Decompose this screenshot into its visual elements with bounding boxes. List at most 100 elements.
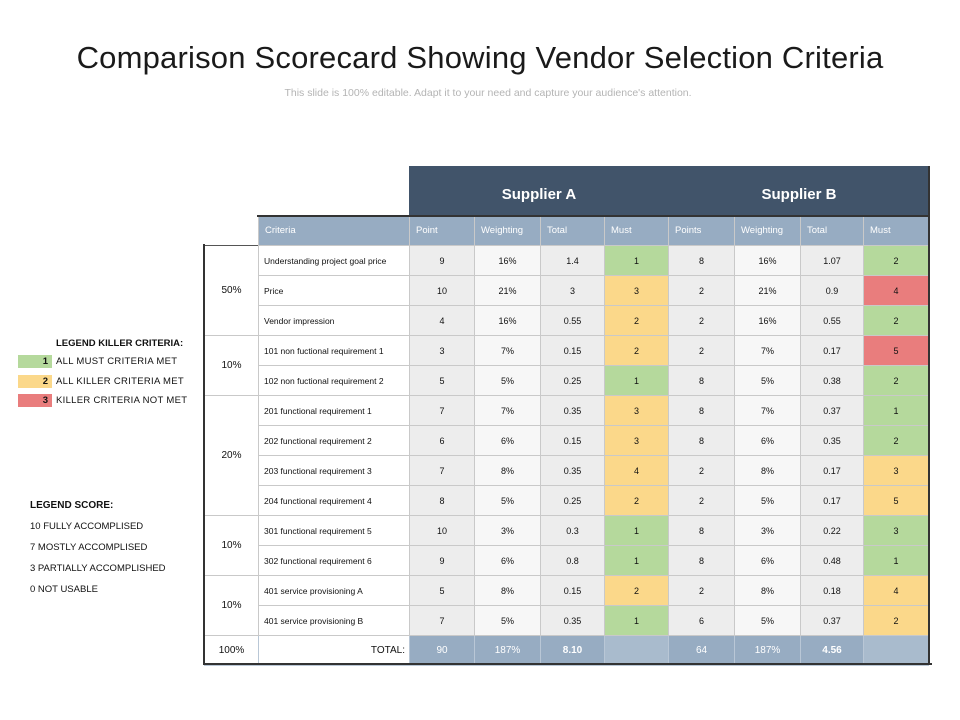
b-points-cell: 6 — [668, 605, 735, 636]
b-weighting-cell: 6% — [734, 425, 801, 456]
a-total-cell: 0.25 — [540, 485, 605, 516]
criteria-cell: 301 functional requirement 5 — [258, 515, 410, 546]
col-a-must: Must — [604, 215, 669, 246]
b-weighting-cell: 6% — [734, 545, 801, 576]
col-b-total: Total — [800, 215, 864, 246]
group-weight: 50% — [204, 245, 259, 336]
a-weighting-cell: 6% — [474, 545, 541, 576]
total-a-2: 8.10 — [540, 635, 605, 666]
total-b-0: 64 — [668, 635, 735, 666]
b-must-cell: 4 — [863, 275, 929, 306]
b-total-cell: 0.48 — [800, 545, 864, 576]
total-a-0: 90 — [409, 635, 475, 666]
page-subtitle: This slide is 100% editable. Adapt it to… — [284, 87, 692, 99]
b-must-cell: 2 — [863, 425, 929, 456]
page-title: Comparison Scorecard Showing Vendor Sele… — [76, 40, 884, 75]
table-row: Vendor impression 4 16% 0.55 2 2 16% 0.55 2 — [205, 305, 929, 336]
b-weighting-cell: 5% — [734, 365, 801, 396]
b-weighting-cell: 16% — [734, 245, 801, 276]
a-point-cell: 4 — [409, 305, 475, 336]
col-a-weighting: Weighting — [474, 215, 541, 246]
a-total-cell: 0.55 — [540, 305, 605, 336]
b-must-cell: 5 — [863, 335, 929, 366]
table-row: 302 functional requirement 6 9 6% 0.8 1 8 6% 0.… — [205, 545, 929, 576]
table-row: 10% 301 functional requirement 5 10 3% 0.3 1 8… — [204, 515, 929, 576]
a-must-cell: 2 — [604, 485, 669, 516]
a-must-cell: 1 — [604, 245, 669, 276]
a-point-cell: 9 — [409, 545, 475, 576]
b-weighting-cell: 3% — [734, 515, 801, 546]
a-must-cell: 3 — [604, 425, 669, 456]
a-point-cell: 7 — [409, 455, 475, 486]
a-point-cell: 10 — [409, 275, 475, 306]
a-point-cell: 8 — [409, 485, 475, 516]
a-weighting-cell: 5% — [474, 605, 541, 636]
a-weighting-cell: 5% — [474, 365, 541, 396]
b-total-cell: 0.38 — [800, 365, 864, 396]
b-must-cell: 3 — [863, 455, 929, 486]
b-points-cell: 2 — [668, 305, 735, 336]
b-total-cell: 0.17 — [800, 335, 864, 366]
b-total-cell: 0.37 — [800, 395, 864, 426]
criteria-cell: 101 non fuctional requirement 1 — [258, 335, 410, 366]
a-point-cell: 5 — [409, 575, 475, 606]
b-weighting-cell: 8% — [734, 575, 801, 606]
b-total-cell: 0.55 — [800, 305, 864, 336]
total-label: TOTAL: — [258, 635, 410, 666]
supplier-a-header: Supplier A — [501, 186, 577, 203]
criteria-cell: 401 service provisioning A — [258, 575, 410, 606]
b-must-cell: 1 — [863, 545, 929, 576]
a-weighting-cell: 6% — [474, 425, 541, 456]
legend-killer-item: 3 KILLER CRITERIA NOT MET — [18, 394, 187, 407]
a-must-cell: 1 — [604, 545, 669, 576]
table-row: Price 10 21% 3 3 2 21% 0.9 4 — [205, 275, 929, 306]
col-a-total: Total — [540, 215, 605, 246]
b-must-cell: 2 — [863, 305, 929, 336]
table-row: 203 functional requirement 3 7 8% 0.35 4 2 8% 0… — [205, 455, 929, 486]
b-points-cell: 8 — [668, 515, 735, 546]
column-header-row: Criteria Point Weighting Total Must Poin… — [204, 215, 929, 246]
a-must-cell: 1 — [604, 605, 669, 636]
col-b-must: Must — [863, 215, 929, 246]
criteria-cell: Understanding project goal price — [258, 245, 410, 276]
a-total-cell: 0.15 — [540, 335, 605, 366]
total-weight: 100% — [204, 635, 259, 666]
a-point-cell: 3 — [409, 335, 475, 366]
a-weighting-cell: 16% — [474, 245, 541, 276]
table-row: 102 non fuctional requirement 2 5 5% 0.25 1 8… — [205, 365, 929, 396]
legend-killer-label: ALL MUST CRITERIA MET — [56, 356, 178, 367]
a-total-cell: 0.35 — [540, 455, 605, 486]
a-weighting-cell: 8% — [474, 575, 541, 606]
col-b-points: Points — [668, 215, 735, 246]
legend-score-title: LEGEND SCORE: — [30, 500, 114, 511]
b-must-cell: 4 — [863, 575, 929, 606]
total-b-2: 4.56 — [800, 635, 864, 666]
legend-killer-label: ALL KILLER CRITERIA MET — [56, 376, 184, 387]
legend-killer-label: KILLER CRITERIA NOT MET — [56, 395, 188, 406]
legend-killer-swatch: 2 — [18, 375, 52, 388]
criteria-cell: 203 functional requirement 3 — [258, 455, 410, 486]
table-row: 401 service provisioning B 7 5% 0.35 1 6 5% 0.3… — [205, 605, 929, 636]
a-must-cell: 2 — [604, 305, 669, 336]
a-must-cell: 1 — [604, 365, 669, 396]
b-must-cell: 2 — [863, 365, 929, 396]
total-b-1: 187% — [734, 635, 801, 666]
b-points-cell: 8 — [668, 365, 735, 396]
b-weighting-cell: 8% — [734, 455, 801, 486]
a-must-cell: 1 — [604, 515, 669, 546]
legend-score-item: 10 FULLY ACCOMPLISED — [30, 521, 144, 532]
b-points-cell: 8 — [668, 425, 735, 456]
table-row: 20% 201 functional requirement 1 7 7% 0.35 3 8… — [204, 395, 929, 516]
table-row: 202 functional requirement 2 6 6% 0.15 3 8 6% 0… — [205, 425, 929, 456]
col-a-point: Point — [409, 215, 475, 246]
a-weighting-cell: 7% — [474, 335, 541, 366]
b-weighting-cell: 7% — [734, 335, 801, 366]
criteria-cell: 202 functional requirement 2 — [258, 425, 410, 456]
b-total-cell: 0.37 — [800, 605, 864, 636]
a-total-cell: 0.25 — [540, 365, 605, 396]
b-total-cell: 0.18 — [800, 575, 864, 606]
b-must-cell: 5 — [863, 485, 929, 516]
legend-score-item: 3 PARTIALLY ACCOMPLISHED — [30, 563, 166, 574]
b-points-cell: 8 — [668, 245, 735, 276]
criteria-cell: 401 service provisioning B — [258, 605, 410, 636]
